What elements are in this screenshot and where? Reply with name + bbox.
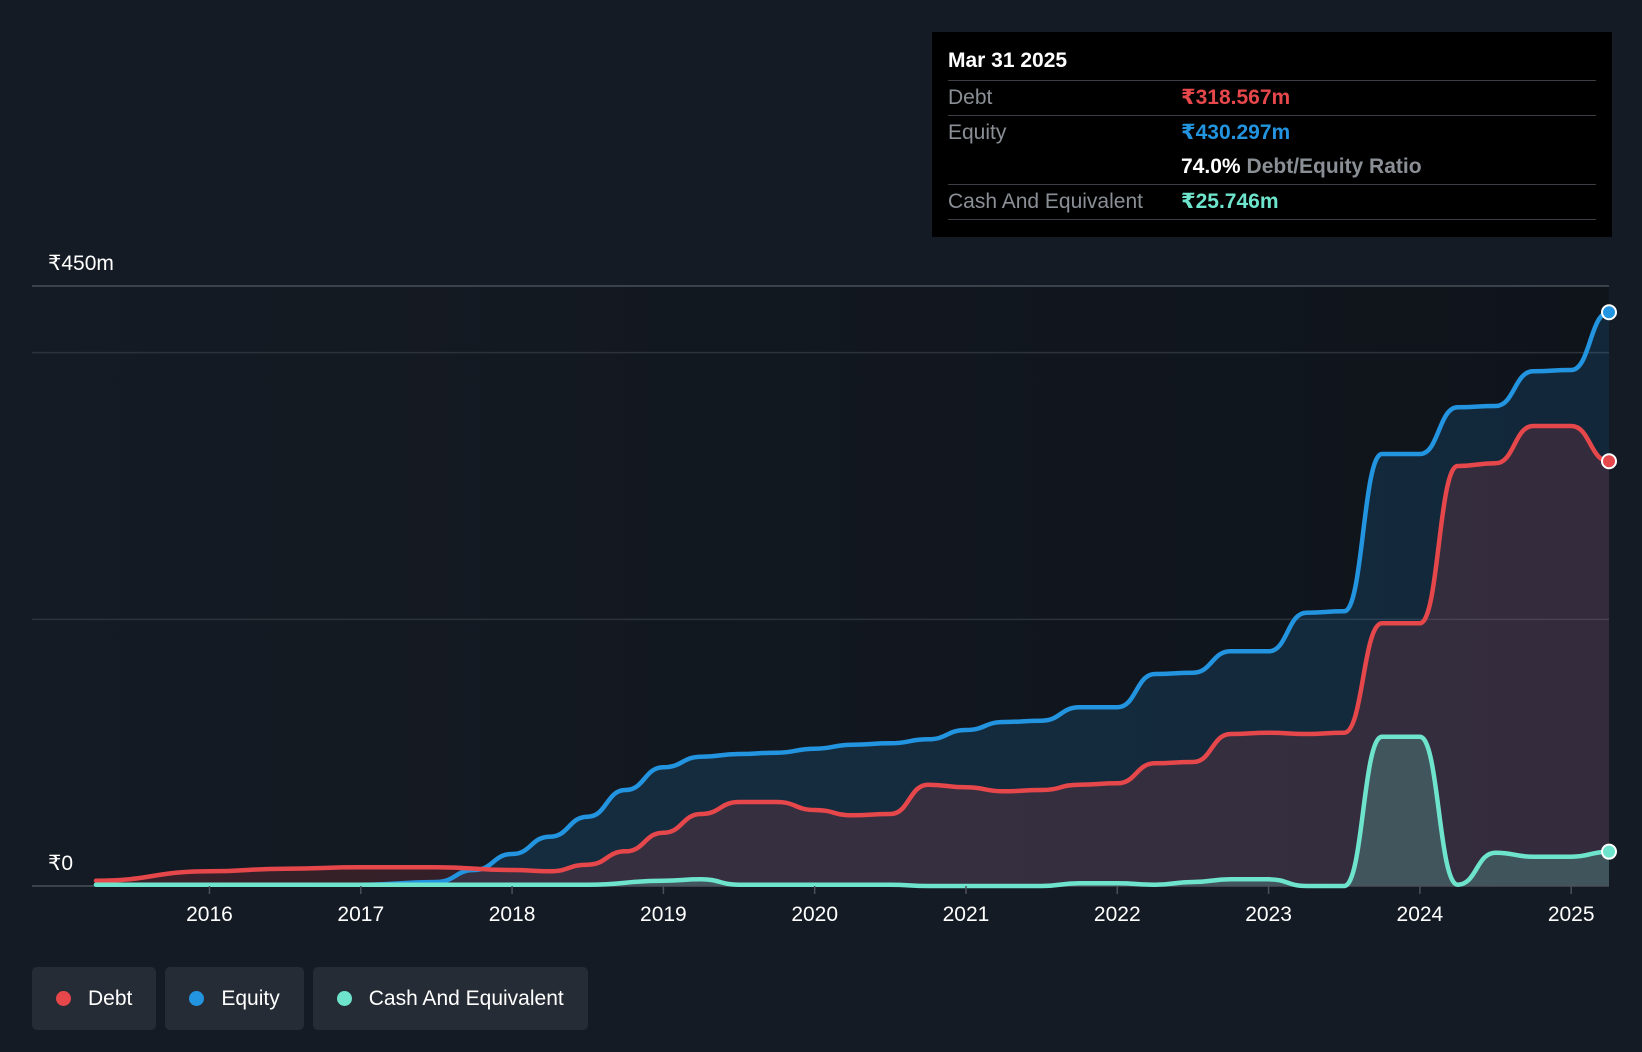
plot-background	[32, 286, 1609, 886]
x-tick-label: 2025	[1548, 903, 1595, 926]
tooltip-equity-row: Equity ₹430.297m	[948, 116, 1596, 150]
tooltip: Mar 31 2025 Debt ₹318.567m Equity ₹430.2…	[932, 32, 1612, 237]
tooltip-cash-row: Cash And Equivalent ₹25.746m	[948, 185, 1596, 220]
legend-item-debt[interactable]: Debt	[32, 967, 157, 1030]
tooltip-equity-label: Equity	[948, 121, 1007, 144]
tooltip-ratio-row: 74.0% Debt/Equity Ratio	[948, 150, 1596, 185]
tooltip-cash-value: ₹25.746m	[1181, 190, 1279, 213]
legend-item-cash[interactable]: Cash And Equivalent	[312, 967, 588, 1030]
x-tick-label: 2020	[791, 903, 838, 926]
x-tick-label: 2023	[1245, 903, 1292, 926]
legend-label-debt: Debt	[88, 986, 133, 1010]
tooltip-ratio-label: Debt/Equity Ratio	[1246, 155, 1422, 178]
equity-line	[93, 310, 1612, 887]
tooltip-equity-value: ₹430.297m	[1181, 121, 1291, 144]
debt-end-marker	[1601, 453, 1617, 470]
cash-end-marker	[1601, 843, 1617, 860]
tooltip-debt-label: Debt	[948, 86, 993, 109]
debt-dot-icon	[56, 991, 71, 1006]
legend-item-equity[interactable]: Equity	[165, 967, 304, 1030]
x-tick-label: 2024	[1397, 903, 1444, 926]
cash-line	[93, 734, 1612, 889]
x-tick-label: 2017	[337, 903, 384, 926]
debt-area	[96, 426, 1609, 886]
x-tick-label: 2019	[640, 903, 687, 926]
x-tick-label: 2021	[943, 903, 990, 926]
x-tick-label: 2018	[489, 903, 536, 926]
x-tick-label: 2016	[186, 903, 233, 926]
y-axis-bottom-label: ₹0	[48, 852, 73, 875]
debt-line	[93, 423, 1612, 883]
y-axis-top-label: ₹450m	[48, 252, 114, 275]
tooltip-debt-value: ₹318.567m	[1181, 86, 1291, 109]
legend-label-equity: Equity	[221, 986, 280, 1010]
x-tick-label: 2022	[1094, 903, 1141, 926]
cash-dot-icon	[336, 991, 352, 1006]
equity-dot-icon	[189, 991, 205, 1006]
equity-end-marker	[1601, 304, 1617, 321]
tooltip-cash-label: Cash And Equivalent	[948, 190, 1143, 213]
equity-area	[96, 312, 1609, 886]
legend: Debt Equity Cash And Equivalent	[32, 967, 588, 1030]
tooltip-ratio-value: 74.0%	[1181, 155, 1241, 178]
tooltip-debt-row: Debt ₹318.567m	[948, 81, 1596, 116]
legend-label-cash: Cash And Equivalent	[368, 986, 564, 1010]
tooltip-date: Mar 31 2025	[948, 46, 1596, 81]
